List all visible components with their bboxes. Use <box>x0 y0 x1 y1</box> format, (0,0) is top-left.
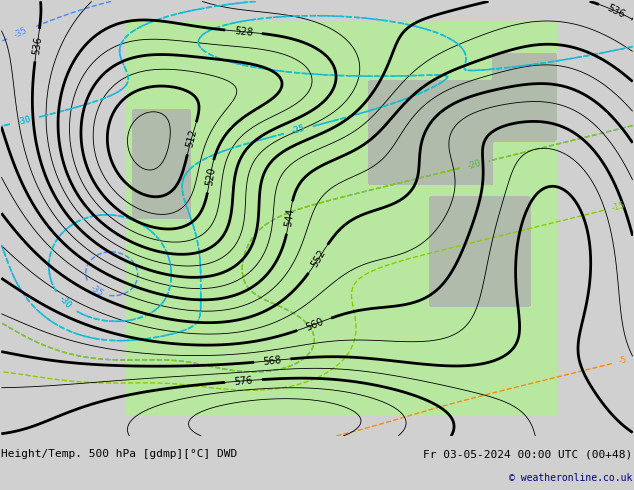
Text: 560: 560 <box>304 316 325 333</box>
Text: -15: -15 <box>611 200 626 213</box>
Text: © weatheronline.co.uk: © weatheronline.co.uk <box>509 473 633 483</box>
Text: 544: 544 <box>283 208 296 227</box>
Text: 576: 576 <box>234 375 253 387</box>
Text: -20: -20 <box>467 158 482 171</box>
Text: 552: 552 <box>309 248 327 270</box>
Text: 568: 568 <box>262 355 282 367</box>
Text: 536: 536 <box>31 35 43 55</box>
Text: 512: 512 <box>184 128 198 148</box>
Text: 520: 520 <box>204 166 217 186</box>
Text: 528: 528 <box>234 26 253 38</box>
Text: -25: -25 <box>290 124 306 136</box>
Text: -30: -30 <box>16 115 32 127</box>
Text: -35: -35 <box>88 283 105 298</box>
Text: -20: -20 <box>467 158 482 171</box>
Text: -35: -35 <box>13 26 29 40</box>
Text: -30: -30 <box>57 294 73 311</box>
Text: -30: -30 <box>57 294 73 311</box>
Text: -25: -25 <box>290 124 306 136</box>
Text: 536: 536 <box>605 2 626 20</box>
Text: Height/Temp. 500 hPa [gdmp][°C] DWD: Height/Temp. 500 hPa [gdmp][°C] DWD <box>1 449 238 459</box>
Text: Fr 03-05-2024 00:00 UTC (00+48): Fr 03-05-2024 00:00 UTC (00+48) <box>424 449 633 459</box>
Text: -30: -30 <box>16 115 32 127</box>
Text: -5: -5 <box>618 355 628 366</box>
